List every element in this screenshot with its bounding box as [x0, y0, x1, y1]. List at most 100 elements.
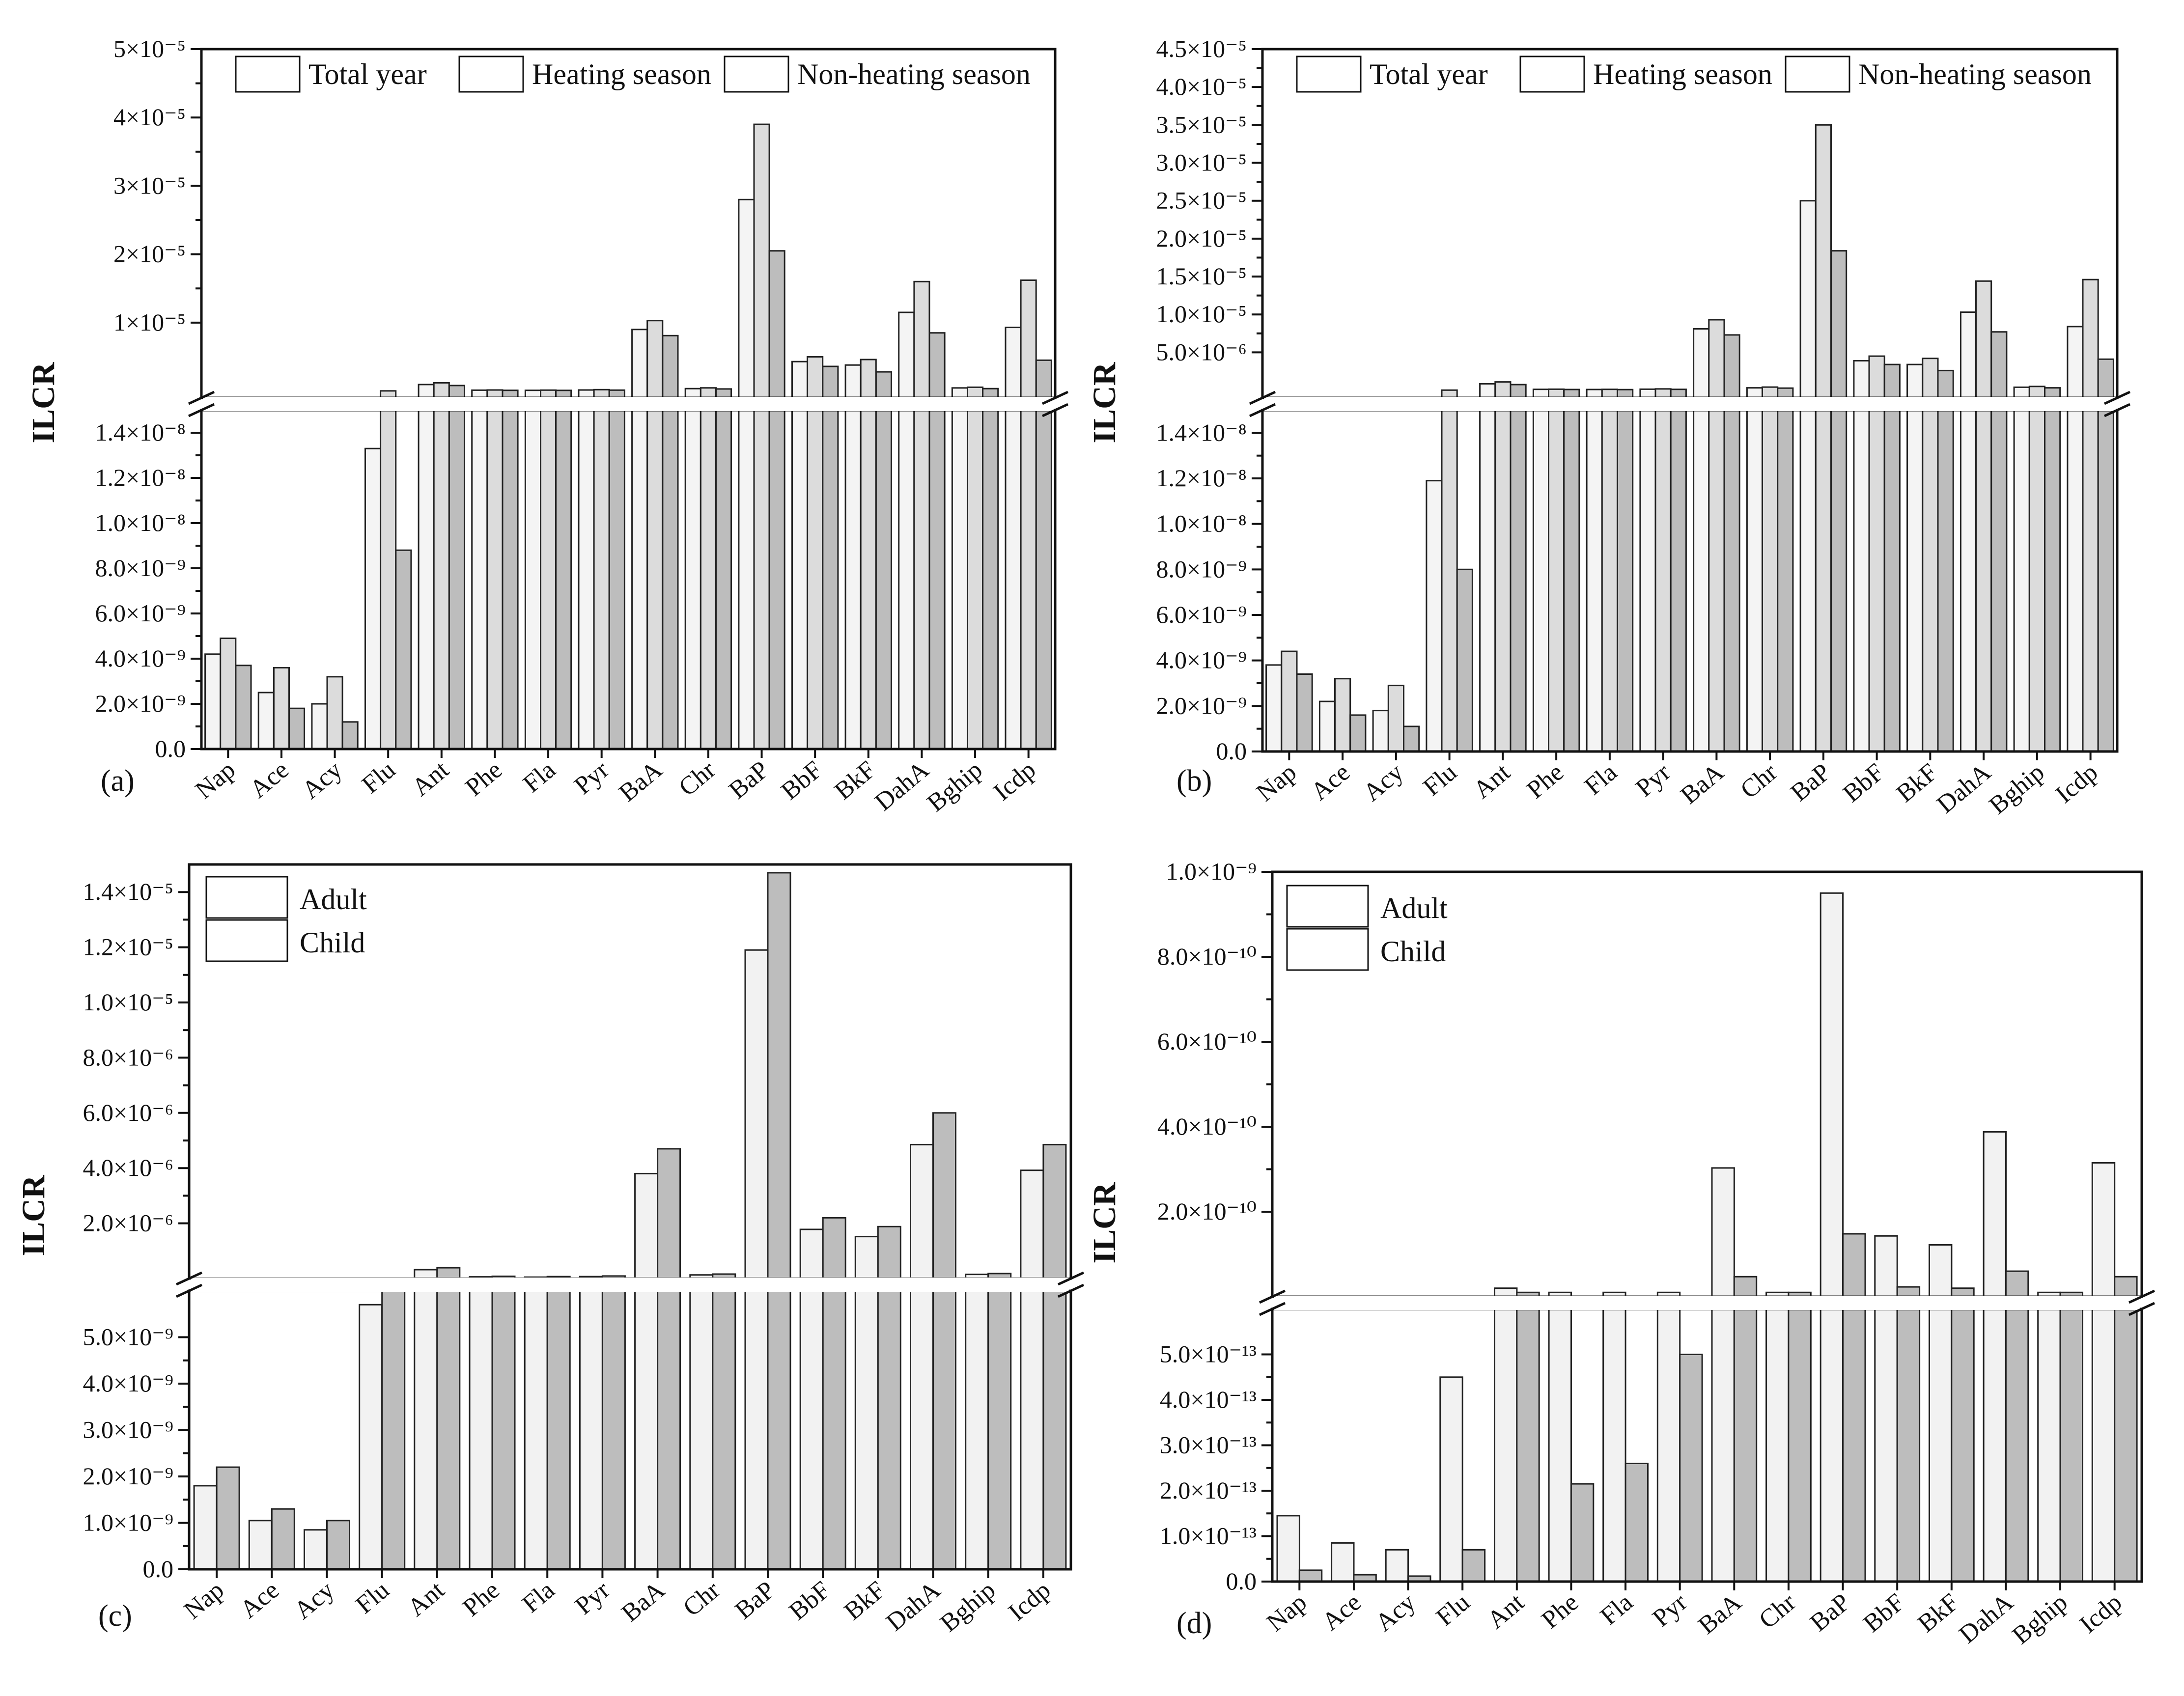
- bar-b-phe-non-heating-season: [1563, 389, 1580, 752]
- bar-d-bghip-adult: [2037, 1291, 2061, 1583]
- bar-b-baa-heating-season: [1708, 319, 1725, 752]
- x-tick-label-ant: Ant: [402, 1576, 450, 1622]
- y-tick-label-upper: 1.0×10⁻⁹: [1166, 858, 1257, 885]
- axis-break-mark: [1057, 1283, 1085, 1298]
- bar-d-fla-adult: [1602, 1291, 1626, 1583]
- legend-swatch: [724, 56, 789, 93]
- bar-b-acy-non-heating-season: [1403, 725, 1420, 752]
- bar-a-pyr-total-year: [578, 389, 595, 750]
- x-tick-label-bghip: Bghip: [935, 1576, 1001, 1638]
- legend-swatch: [1296, 56, 1362, 93]
- bar-a-chr-non-heating-season: [715, 388, 732, 750]
- bar-c-icdp-adult: [1020, 1169, 1044, 1570]
- bar-d-daha-child: [2005, 1270, 2029, 1583]
- bar-c-bghip-adult: [965, 1274, 989, 1570]
- bar-b-bap-total-year: [1799, 200, 1817, 752]
- legend-label: Child: [300, 926, 365, 959]
- bar-d-ant-adult: [1494, 1287, 1518, 1583]
- legend-label: Child: [1380, 935, 1446, 968]
- axis-break-mark: [2128, 1302, 2156, 1316]
- axis-break-mark: [175, 1271, 203, 1286]
- bar-d-ace-adult: [1331, 1542, 1355, 1583]
- legend-swatch: [1286, 885, 1369, 928]
- axis-break-mark: [2128, 1289, 2156, 1304]
- bar-a-daha-heating-season: [913, 280, 930, 750]
- bar-d-bkf-child: [1951, 1287, 1975, 1583]
- y-tick-label-lower: 0.0: [1226, 1567, 1257, 1595]
- x-tick-label-ant: Ant: [407, 755, 454, 802]
- x-tick-label-ace: Ace: [1317, 1588, 1367, 1636]
- bar-b-nap-total-year: [1265, 664, 1283, 752]
- bar-b-icdp-total-year: [2067, 326, 2084, 752]
- x-tick-label-baa: BaA: [616, 1576, 671, 1627]
- bar-c-chr-adult: [689, 1274, 714, 1570]
- y-tick-label-lower: 0.0: [143, 1555, 174, 1583]
- bar-a-chr-heating-season: [700, 387, 717, 750]
- x-tick-label-acy: Acy: [289, 1576, 339, 1625]
- y-tick-label-upper: 6.0×10⁻⁶: [83, 1099, 173, 1126]
- x-tick-label-chr: Chr: [1735, 758, 1782, 805]
- bar-d-acy-adult: [1385, 1549, 1409, 1583]
- bar-c-bghip-child: [987, 1273, 1012, 1570]
- bar-a-icdp-heating-season: [1020, 279, 1037, 750]
- bar-b-bap-heating-season: [1815, 124, 1832, 752]
- axis-break-mark: [1041, 390, 1069, 405]
- bar-b-phe-heating-season: [1548, 388, 1565, 752]
- bar-a-chr-total-year: [684, 388, 701, 750]
- x-tick-label-chr: Chr: [1754, 1588, 1801, 1635]
- y-tick-label-lower: 4.0×10⁻⁹: [95, 644, 186, 672]
- bar-a-icdp-total-year: [1005, 327, 1022, 750]
- y-tick-label-lower: 2.0×10⁻⁹: [1156, 692, 1247, 719]
- x-tick-label-icdp: Icdp: [2074, 1588, 2127, 1639]
- bar-b-flu-non-heating-season: [1456, 568, 1473, 752]
- x-tick-label-daha: DahA: [1932, 758, 1996, 819]
- bar-a-bap-total-year: [738, 198, 755, 750]
- bar-b-flu-heating-season: [1441, 389, 1458, 752]
- bar-c-phe-adult: [469, 1276, 493, 1570]
- bar-b-bghip-heating-season: [2028, 386, 2045, 752]
- y-axis-title: ILCR: [1087, 361, 1122, 443]
- axis-break-inner-gap: [1264, 397, 2116, 411]
- y-tick-label-lower: 1.2×10⁻⁸: [1156, 464, 1247, 492]
- bar-b-bbf-total-year: [1853, 360, 1870, 752]
- bar-d-phe-child: [1570, 1483, 1595, 1583]
- axis-break-inner-gap: [1274, 1296, 2140, 1310]
- y-tick-label-upper: 1.2×10⁻⁵: [83, 933, 173, 961]
- x-tick-label-flu: Flu: [1418, 758, 1462, 802]
- bar-b-ace-total-year: [1318, 700, 1336, 752]
- x-tick-label-phe: Phe: [457, 1576, 504, 1622]
- bar-d-baa-adult: [1711, 1167, 1735, 1583]
- x-tick-label-icdp: Icdp: [2050, 758, 2103, 809]
- bar-a-nap-heating-season: [220, 638, 237, 750]
- bar-a-bap-non-heating-season: [768, 250, 785, 750]
- axis-break-mark: [2103, 403, 2131, 417]
- bar-c-flu-adult: [359, 1304, 383, 1570]
- bar-c-bap-adult: [744, 949, 769, 1570]
- bar-a-flu-total-year: [364, 447, 382, 750]
- bar-b-bbf-non-heating-season: [1883, 363, 1901, 752]
- bar-c-nap-child: [216, 1466, 240, 1570]
- x-tick-label-bbf: BbF: [776, 756, 828, 806]
- bar-b-icdp-non-heating-season: [2097, 358, 2114, 752]
- bar-b-bbf-heating-season: [1868, 355, 1885, 752]
- x-tick-label-acy: Acy: [1370, 1588, 1421, 1637]
- legend-swatch: [458, 56, 524, 93]
- bar-a-ant-heating-season: [433, 382, 450, 750]
- panel-label: (b): [1176, 764, 1212, 798]
- axis-break-mark: [188, 403, 215, 417]
- x-tick-label-chr: Chr: [678, 1576, 725, 1622]
- bar-a-bbf-total-year: [791, 361, 809, 750]
- bar-b-ace-non-heating-season: [1349, 714, 1367, 752]
- bar-a-nap-non-heating-season: [235, 665, 252, 750]
- x-tick-label-ace: Ace: [1306, 758, 1355, 806]
- y-tick-label-lower: 2.0×10⁻⁹: [83, 1462, 173, 1490]
- legend-label: Non-heating season: [1858, 58, 2092, 90]
- legend-swatch: [205, 919, 288, 962]
- y-tick-label-lower: 1.0×10⁻⁸: [95, 509, 186, 536]
- bar-a-phe-total-year: [471, 389, 488, 750]
- bar-d-daha-adult: [1983, 1131, 2007, 1583]
- bar-d-chr-adult: [1765, 1291, 1790, 1583]
- bar-b-chr-heating-season: [1762, 386, 1779, 752]
- bar-b-ace-heating-season: [1334, 678, 1351, 752]
- y-tick-label-lower: 3.0×10⁻⁹: [83, 1416, 173, 1444]
